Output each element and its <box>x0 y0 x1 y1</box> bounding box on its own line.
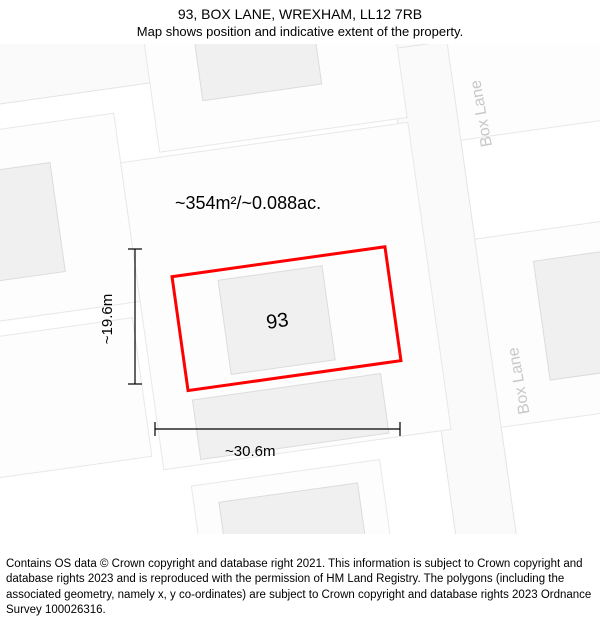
figure-title: 93, BOX LANE, WREXHAM, LL12 7RB <box>0 0 600 22</box>
house-number: 93 <box>265 309 290 334</box>
figure-subtitle: Map shows position and indicative extent… <box>0 22 600 39</box>
figure-container: 93, BOX LANE, WREXHAM, LL12 7RB Map show… <box>0 0 600 625</box>
dim-label-vertical: ~19.6m <box>99 294 116 344</box>
map-area: 93Box LaneBox Lane~354m²/~0.088ac.~19.6m… <box>0 44 600 534</box>
copyright-footer: Contains OS data © Crown copyright and d… <box>6 557 594 619</box>
area-label: ~354m²/~0.088ac. <box>175 193 321 213</box>
parcel <box>0 318 152 480</box>
map-svg: 93Box LaneBox Lane~354m²/~0.088ac.~19.6m… <box>0 44 600 534</box>
dim-label-horizontal: ~30.6m <box>225 443 275 460</box>
